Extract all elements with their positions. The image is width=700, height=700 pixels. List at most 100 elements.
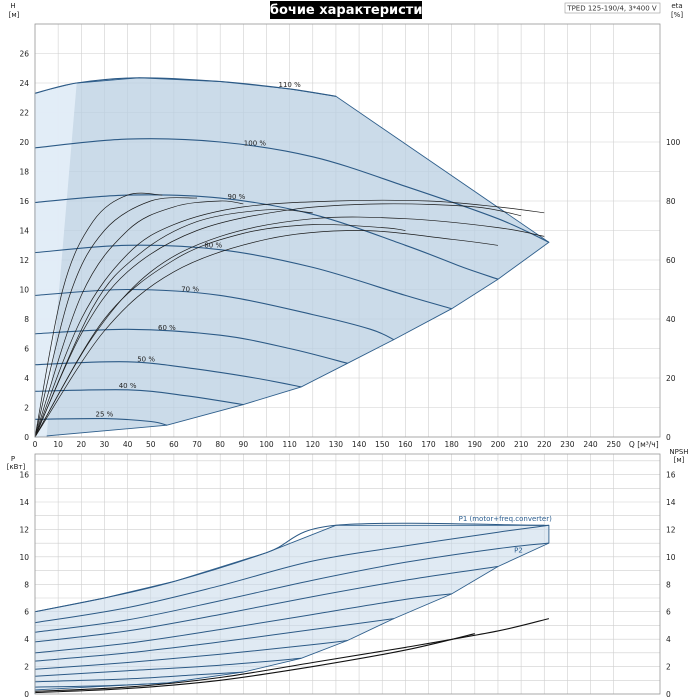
power-axes: 0 2 4 6 8 10 12 14 16 0 2 4 6 8 10 12 14 16 P[кВт] NPSH[м] P…	[7, 448, 689, 699]
p-tick-label: 12	[19, 525, 29, 534]
x-tick-label: 240	[583, 440, 598, 449]
speed-label: 60 %	[158, 324, 176, 332]
efficiency-curve	[34, 199, 545, 438]
p2-label: P2	[514, 547, 523, 555]
y-tick-label: 4	[24, 374, 29, 383]
model-label: TPED 125-190/4, 3*400 V	[566, 5, 657, 13]
y-tick-label: 8	[24, 315, 29, 324]
y-tick-label: 24	[19, 79, 29, 88]
npsh-axis-unit: [м]	[674, 456, 685, 464]
power-envelope	[34, 524, 550, 694]
npsh-tick-label: 4	[666, 635, 671, 644]
min-flow-zone	[35, 83, 77, 437]
head-curve	[34, 328, 348, 364]
y-tick-label: 14	[19, 227, 29, 236]
speed-label: 25 %	[96, 411, 114, 419]
x-tick-label: 220	[537, 440, 552, 449]
p1-label: P1 (motor+freq.converter)	[459, 515, 552, 523]
power-frame	[34, 453, 661, 695]
x-tick-label: 130	[329, 440, 344, 449]
x-tick-label: 170	[421, 440, 436, 449]
efficiency-curve	[34, 230, 499, 438]
eta-tick-label: 100	[666, 138, 681, 147]
efficiency-curve	[34, 203, 522, 438]
head-frame	[34, 23, 661, 438]
x-tick-label: 50	[146, 440, 156, 449]
model-box	[564, 2, 661, 14]
npsh-tick-label: 10	[666, 553, 676, 562]
power-operating-area	[34, 524, 550, 694]
efficiency-curve	[34, 209, 313, 438]
y-tick-label: 6	[24, 345, 29, 354]
x-tick-label: 60	[169, 440, 179, 449]
p-tick-label: 8	[24, 580, 29, 589]
eta-tick-label: 40	[666, 315, 676, 324]
npsh-axis-label: NPSH	[669, 448, 688, 456]
npsh-tick-label: 0	[666, 690, 671, 699]
x-tick-label: 30	[100, 440, 110, 449]
head-curve	[34, 77, 336, 97]
x-tick-label: 230	[560, 440, 575, 449]
head-curve	[34, 361, 302, 388]
y-tick-label: 18	[19, 168, 29, 177]
p-tick-label: 0	[24, 690, 29, 699]
p-tick-label: 2	[24, 663, 29, 672]
power-curve	[34, 640, 348, 670]
head-axes: 0 10 20 30 40 50 60 70 80 90 100 110 120 130 140 150 160…	[9, 2, 684, 449]
power-curve	[34, 657, 302, 677]
power-curve	[34, 593, 452, 654]
eta-axis-label: eta	[671, 2, 682, 10]
p-tick-label: 14	[19, 498, 29, 507]
y-tick-label: 10	[19, 286, 29, 295]
y-tick-label: 12	[19, 256, 29, 265]
y-axis-unit: [м]	[9, 11, 20, 19]
x-tick-label: 0	[33, 440, 38, 449]
operating-envelope	[34, 77, 550, 438]
speed-label: 110 %	[279, 81, 302, 89]
x-tick-label: 70	[192, 440, 202, 449]
eta-axis-unit: [%]	[671, 11, 683, 19]
power-curve	[34, 542, 549, 633]
head-curve	[34, 244, 452, 310]
x-tick-label: 100	[259, 440, 274, 449]
x-tick-label: 120	[306, 440, 321, 449]
efficiency-curve	[34, 197, 198, 438]
npsh-tick-label: 8	[666, 580, 671, 589]
speed-label: 100 %	[244, 140, 267, 148]
efficiency-curve	[34, 224, 406, 438]
speed-label: 70 %	[181, 285, 199, 293]
x-tick-label: 90	[239, 440, 249, 449]
efficiency-curve	[34, 200, 244, 438]
x-tick-label: 140	[352, 440, 367, 449]
speed-label: 40 %	[119, 382, 137, 390]
npsh-tick-label: 6	[666, 608, 671, 617]
y-axis-label: H	[10, 2, 15, 10]
speed-label: 50 %	[137, 356, 155, 364]
efficiency-curve	[34, 192, 163, 438]
x-tick-label: 40	[123, 440, 133, 449]
x-tick-label: 210	[514, 440, 529, 449]
power-curve	[34, 522, 545, 613]
x-tick-label: 20	[77, 440, 87, 449]
x-tick-label: 110	[282, 440, 297, 449]
eta-tick-label: 0	[666, 433, 671, 442]
speed-label: 90 %	[227, 193, 245, 201]
npsh-curves	[34, 618, 550, 694]
head-curve	[34, 288, 395, 341]
eta-tick-label: 20	[666, 374, 676, 383]
npsh-tick-label: 12	[666, 525, 676, 534]
speed-labels: 110 % 100 % 90 % 80 % 70 % 60 % 50 % 40 % 25 %	[96, 81, 302, 419]
npsh-curve	[34, 633, 475, 694]
power-curve	[34, 618, 394, 662]
x-tick-label: 160	[398, 440, 413, 449]
npsh-tick-label: 2	[666, 663, 671, 672]
y-tick-label: 2	[24, 404, 29, 413]
x-tick-label: 250	[607, 440, 622, 449]
p-axis-label: P	[11, 455, 15, 463]
x-tick-label: 150	[375, 440, 390, 449]
power-curve	[34, 682, 167, 688]
x-tick-label: 10	[53, 440, 63, 449]
head-curve	[34, 389, 244, 406]
head-operating-area	[34, 77, 550, 438]
chart-title: Рабочие характеристики	[252, 3, 441, 18]
